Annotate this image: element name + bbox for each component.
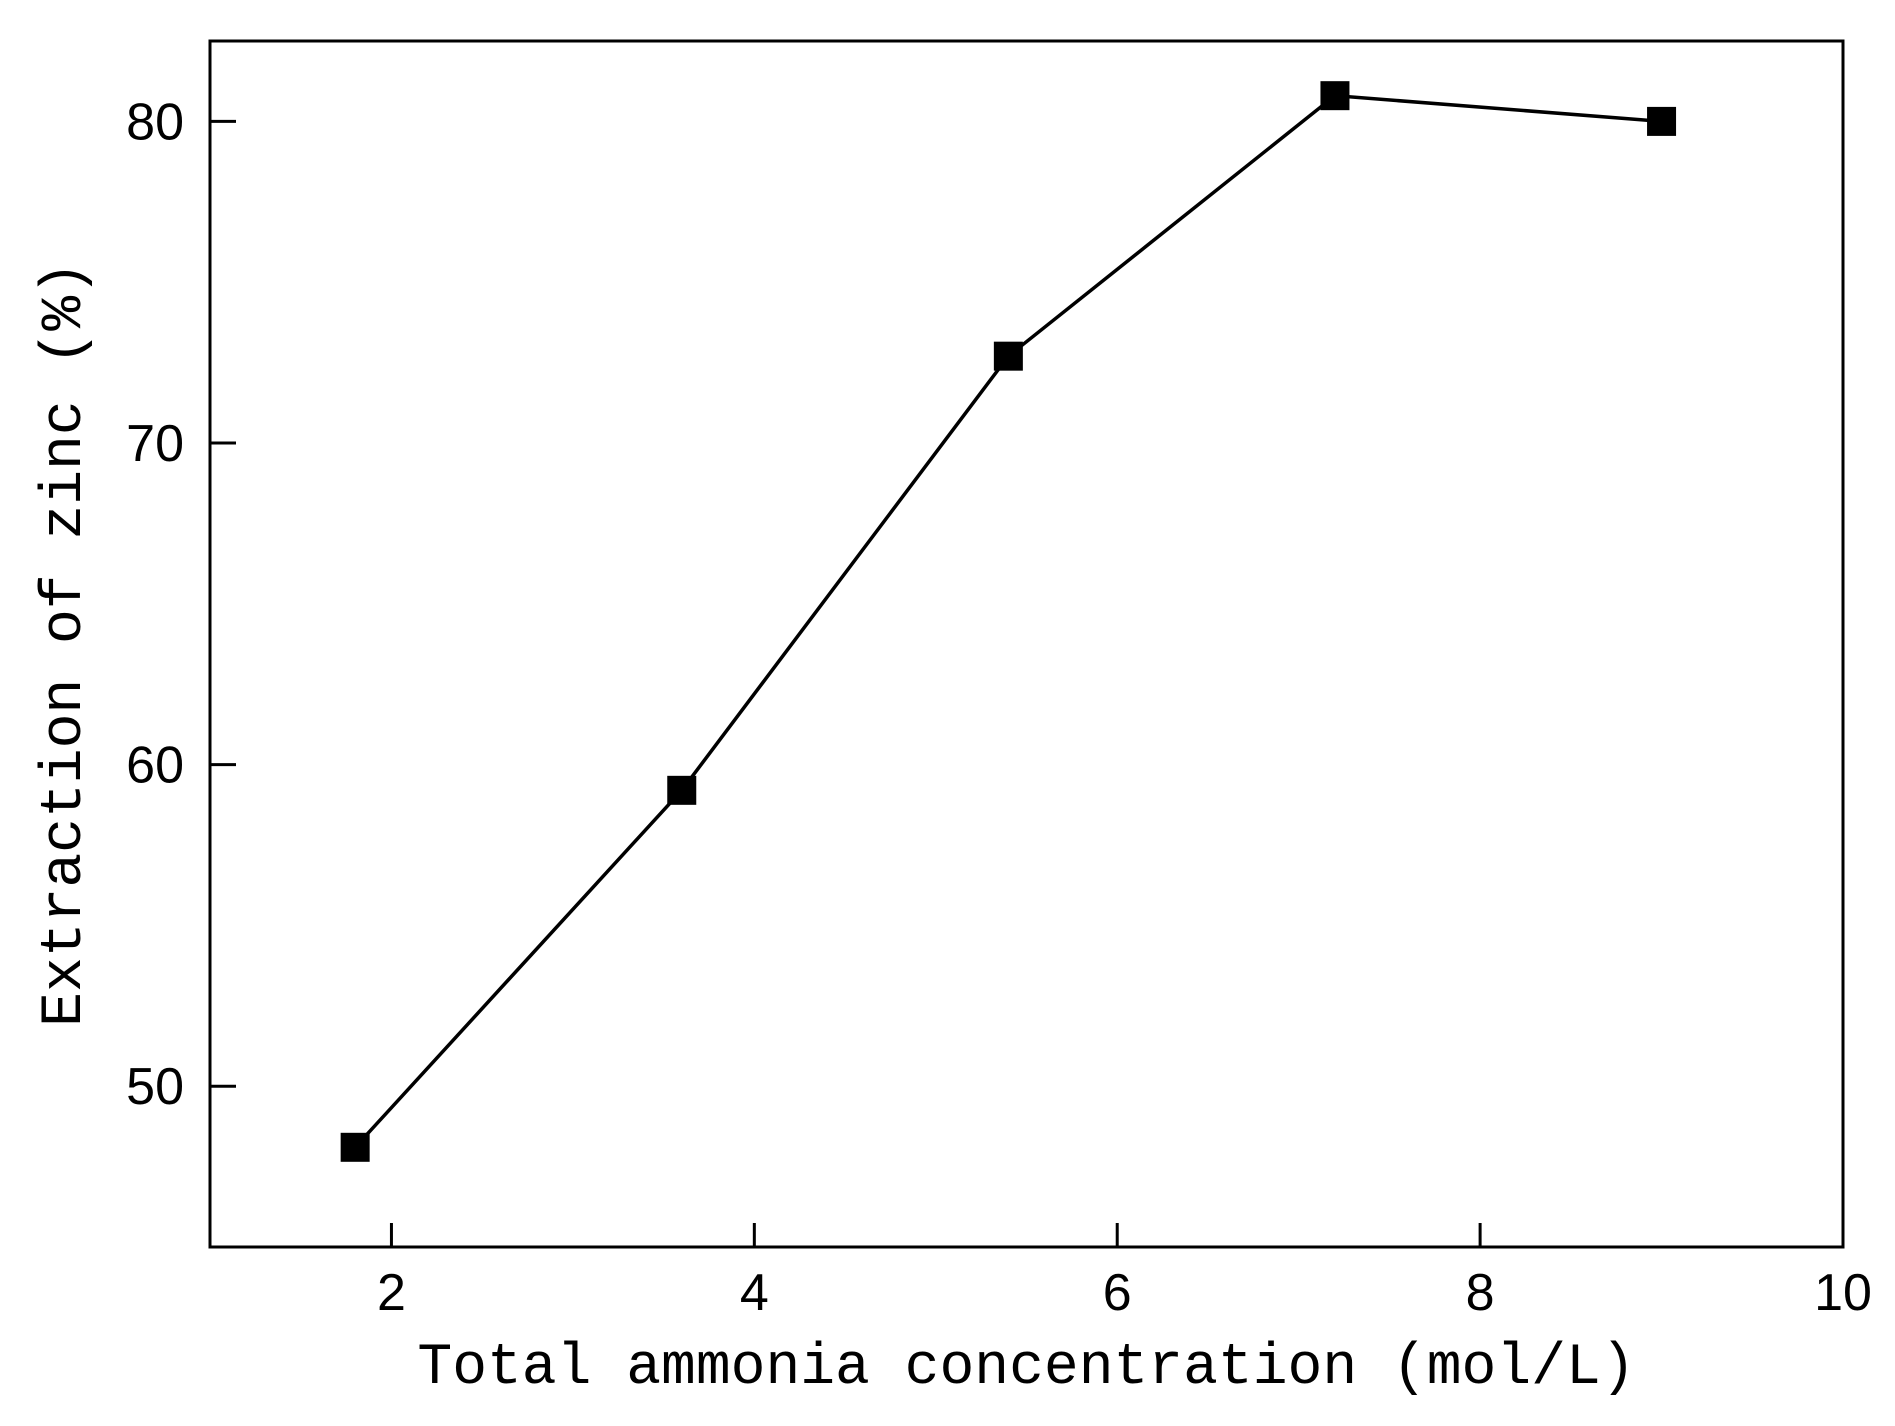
x-tick-label: 8 [1466,1264,1495,1322]
data-point-marker [667,775,697,805]
data-point-marker [1647,106,1677,136]
x-tick-label: 10 [1814,1264,1872,1322]
data-point-marker [993,341,1023,371]
y-tick-label: 80 [126,93,184,151]
data-point-marker [340,1132,370,1162]
x-tick-label: 6 [1103,1264,1132,1322]
y-tick-label: 60 [126,737,184,795]
data-point-marker [1320,81,1350,111]
y-tick-label: 70 [126,415,184,473]
x-tick-label: 4 [740,1264,769,1322]
y-tick-label: 50 [126,1058,184,1116]
data-line [353,93,1662,1149]
x-tick-label: 2 [377,1264,406,1322]
y-axis-title: Extraction of zinc (%) [33,261,98,1027]
axes-frame [208,39,1845,1249]
x-axis-title: Total ammonia concentration (mol/L) [417,1336,1636,1401]
